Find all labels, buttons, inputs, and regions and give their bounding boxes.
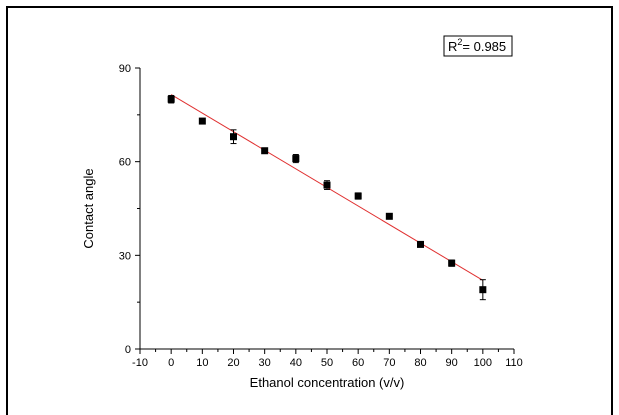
x-axis-title: Ethanol concentration (v/v): [250, 375, 405, 390]
chart-frame: [6, 6, 613, 415]
y-axis-title: Contact angle: [81, 168, 96, 248]
data-point: [323, 181, 331, 189]
x-tick-label: -10: [132, 357, 148, 369]
r-squared-annotation: R2= 0.985: [443, 35, 513, 57]
data-point: [354, 192, 362, 200]
x-tick-label: 20: [227, 357, 239, 369]
data-point: [448, 259, 456, 267]
data-point: [167, 95, 175, 103]
annotation-prefix: R: [448, 39, 457, 54]
y-tick-label: 0: [125, 344, 131, 356]
annotation-box: [443, 35, 513, 57]
y-tick-label: 60: [119, 157, 131, 169]
x-tick-label: 110: [505, 357, 523, 369]
x-tick-label: 30: [259, 357, 271, 369]
data-point: [292, 155, 300, 163]
axes: [135, 67, 515, 354]
data-point: [417, 240, 424, 248]
data-point: [198, 117, 206, 125]
x-tick-label: 50: [321, 357, 333, 369]
x-tick-label: 40: [290, 357, 302, 369]
x-tick-label: 60: [352, 357, 364, 369]
annotation-superscript: 2: [457, 37, 462, 47]
data-points: [167, 94, 487, 301]
x-tick-label: 10: [196, 357, 208, 369]
y-tick-label: 90: [119, 63, 131, 75]
data-point: [479, 286, 487, 294]
x-tick-label: 0: [168, 357, 174, 369]
data-point: [230, 133, 237, 141]
annotation-value: = 0.985: [462, 39, 506, 54]
annotation-text: R2= 0.985: [448, 37, 506, 54]
data-point: [261, 147, 269, 155]
y-tick-label: 30: [119, 250, 131, 262]
x-tick-label: 100: [474, 357, 492, 369]
x-tick-label: 70: [383, 357, 395, 369]
x-tick-label: 80: [414, 357, 426, 369]
data-point: [385, 212, 393, 220]
x-tick-label: 90: [446, 357, 458, 369]
